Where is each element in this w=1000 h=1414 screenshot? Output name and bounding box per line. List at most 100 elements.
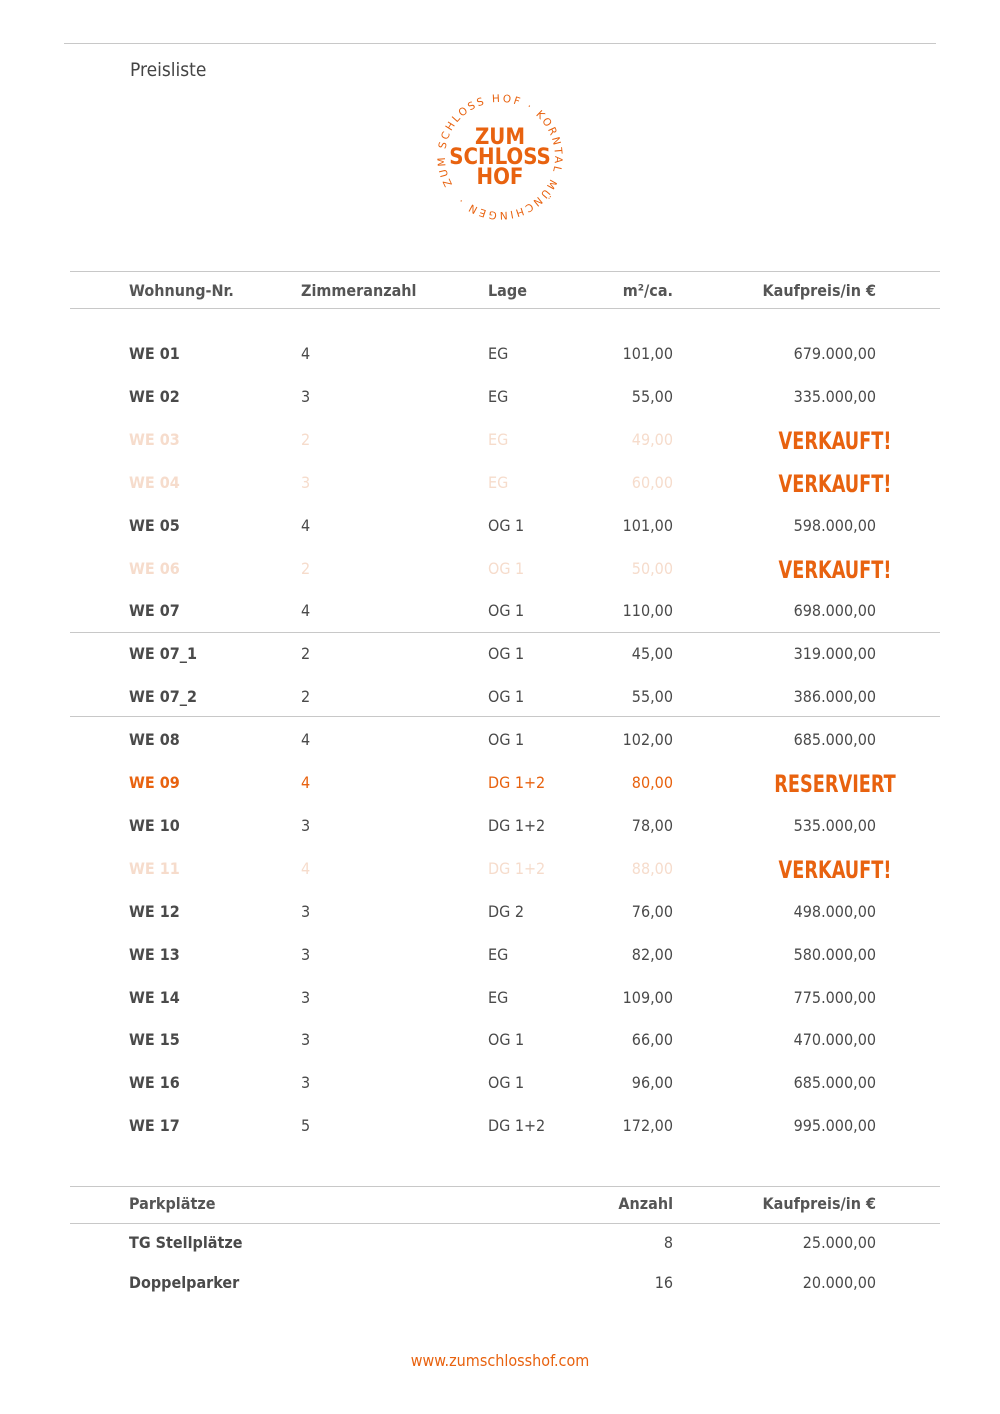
parking-type: Doppelparker — [129, 1273, 240, 1292]
floor: OG 1 — [488, 515, 525, 535]
svg-text:SCHLOSS: SCHLOSS — [449, 145, 551, 170]
price: 679.000,00 — [793, 344, 876, 363]
parking-header-type: Parkplätze — [129, 1194, 216, 1213]
area: 80,00 — [631, 773, 673, 792]
room-count: 5 — [301, 1116, 311, 1136]
parking-count: 8 — [663, 1233, 673, 1252]
room-count: 3 — [301, 1030, 311, 1050]
floor: OG 1 — [488, 687, 525, 707]
floor: DG 2 — [488, 901, 524, 921]
parking-header-count: Anzahl — [618, 1194, 673, 1213]
room-count: 3 — [301, 472, 311, 492]
floor: DG 1+2 — [488, 1116, 546, 1136]
apartment-number: WE 16 — [129, 1073, 180, 1093]
apartment-number: WE 04 — [129, 472, 180, 492]
sold-stamp: VERKAUFT! — [778, 469, 892, 498]
room-count: 3 — [301, 944, 311, 964]
reserved-stamp: RESERVIERT — [774, 770, 896, 798]
apartment-number: WE 07_1 — [129, 644, 197, 664]
area: 101,00 — [622, 515, 673, 535]
area: 172,00 — [622, 1116, 673, 1136]
floor: DG 1+2 — [488, 858, 546, 878]
price: 995.000,00 — [793, 1116, 876, 1136]
room-count: 4 — [301, 730, 311, 750]
sold-stamp: VERKAUFT! — [778, 855, 892, 884]
apartment-number: WE 06 — [129, 558, 180, 578]
room-count: 4 — [301, 601, 311, 621]
room-count: 4 — [301, 344, 311, 363]
room-count: 4 — [301, 515, 311, 535]
price: 470.000,00 — [793, 1030, 876, 1050]
area: 88,00 — [631, 858, 673, 878]
room-count: 4 — [301, 773, 311, 792]
parking-header-price: Kaufpreis/in € — [762, 1194, 876, 1213]
price: 335.000,00 — [793, 386, 876, 406]
floor: OG 1 — [488, 558, 525, 578]
parking-price: 25.000,00 — [802, 1233, 876, 1252]
parking-price: 20.000,00 — [802, 1273, 876, 1292]
floor: OG 1 — [488, 601, 525, 621]
price: 698.000,00 — [793, 601, 876, 621]
area: 55,00 — [631, 687, 673, 707]
floor: OG 1 — [488, 1073, 525, 1093]
area: 102,00 — [622, 730, 673, 750]
area: 60,00 — [631, 472, 673, 492]
parking-count: 16 — [654, 1273, 673, 1292]
floor: EG — [488, 429, 509, 449]
apartment-number: WE 11 — [129, 858, 180, 878]
top-rule — [64, 43, 936, 44]
table-header-top-rule — [70, 271, 940, 272]
room-count: 3 — [301, 987, 311, 1007]
price: 386.000,00 — [793, 687, 876, 707]
apartment-number: WE 03 — [129, 429, 180, 449]
apartment-number: WE 09 — [129, 773, 180, 792]
header-area: m²/ca. — [622, 281, 673, 300]
floor: OG 1 — [488, 644, 525, 664]
room-count: 2 — [301, 687, 311, 707]
area: 109,00 — [622, 987, 673, 1007]
apartment-number: WE 12 — [129, 901, 180, 921]
header-lage: Lage — [488, 281, 527, 300]
apartment-number: WE 13 — [129, 944, 180, 964]
area: 45,00 — [631, 644, 673, 664]
price: 535.000,00 — [793, 815, 876, 835]
apartment-number: WE 10 — [129, 815, 180, 835]
floor: EG — [488, 386, 509, 406]
table-header-bottom-rule — [70, 308, 940, 309]
floor: DG 1+2 — [488, 773, 546, 792]
room-count: 2 — [301, 429, 311, 449]
area: 55,00 — [631, 386, 673, 406]
apartment-number: WE 14 — [129, 987, 180, 1007]
zum-schloss-hof-logo: ZUM SCHLOSS HOF · KORNTAL MÜNCHINGEN · Z… — [420, 77, 580, 237]
row-separator — [70, 716, 940, 717]
apartment-number: WE 08 — [129, 730, 180, 750]
price: 319.000,00 — [793, 644, 876, 664]
row-separator — [70, 632, 940, 633]
apartment-number: WE 15 — [129, 1030, 180, 1050]
parking-header-bottom-rule — [70, 1223, 940, 1224]
room-count: 2 — [301, 558, 311, 578]
area: 50,00 — [631, 558, 673, 578]
area: 110,00 — [622, 601, 673, 621]
area: 66,00 — [631, 1030, 673, 1050]
room-count: 3 — [301, 386, 311, 406]
page-title: Preisliste — [130, 59, 207, 81]
price: 685.000,00 — [793, 1073, 876, 1093]
floor: OG 1 — [488, 730, 525, 750]
header-wohnung-nr: Wohnung-Nr. — [129, 281, 234, 300]
area: 49,00 — [631, 429, 673, 449]
area: 82,00 — [631, 944, 673, 964]
sold-stamp: VERKAUFT! — [778, 555, 892, 584]
floor: EG — [488, 987, 509, 1007]
website-link[interactable]: www.zumschlosshof.com — [410, 1351, 590, 1370]
svg-text:ZUM: ZUM — [475, 125, 525, 150]
header-zimmeranzahl: Zimmeranzahl — [301, 281, 417, 300]
price: 498.000,00 — [793, 901, 876, 921]
apartment-number: WE 01 — [129, 344, 180, 363]
room-count: 2 — [301, 644, 311, 664]
svg-text:HOF: HOF — [477, 165, 524, 190]
apartment-number: WE 02 — [129, 386, 180, 406]
price: 580.000,00 — [793, 944, 876, 964]
sold-stamp: VERKAUFT! — [778, 426, 892, 455]
price: 775.000,00 — [793, 987, 876, 1007]
